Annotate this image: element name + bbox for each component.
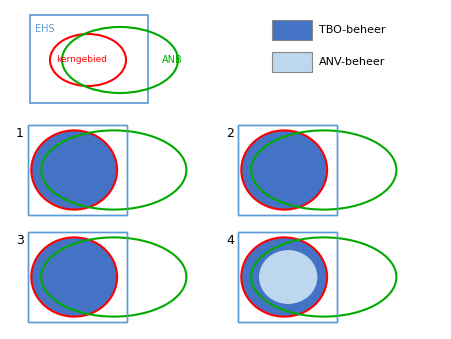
Bar [28, 125, 127, 215]
Text: TBO-beheer: TBO-beheer [318, 25, 385, 35]
Ellipse shape [241, 131, 327, 210]
Bar [272, 52, 311, 72]
Ellipse shape [241, 237, 327, 317]
Text: 4: 4 [226, 234, 234, 247]
Text: 2: 2 [226, 127, 234, 140]
Bar [28, 232, 127, 322]
Bar [30, 15, 147, 103]
Bar [238, 125, 336, 215]
Bar [272, 20, 311, 40]
Ellipse shape [31, 237, 117, 317]
Bar [28, 125, 127, 215]
Text: 3: 3 [16, 234, 24, 247]
Bar [238, 232, 336, 322]
Text: ANB: ANB [161, 55, 182, 65]
Text: kerngebied: kerngebied [56, 56, 107, 64]
Bar [238, 232, 336, 322]
Text: EHS: EHS [35, 24, 55, 34]
Bar [28, 232, 127, 322]
Ellipse shape [31, 131, 117, 210]
Text: 1: 1 [16, 127, 24, 140]
Ellipse shape [258, 250, 317, 304]
Bar [238, 125, 336, 215]
Text: ANV-beheer: ANV-beheer [318, 57, 385, 67]
